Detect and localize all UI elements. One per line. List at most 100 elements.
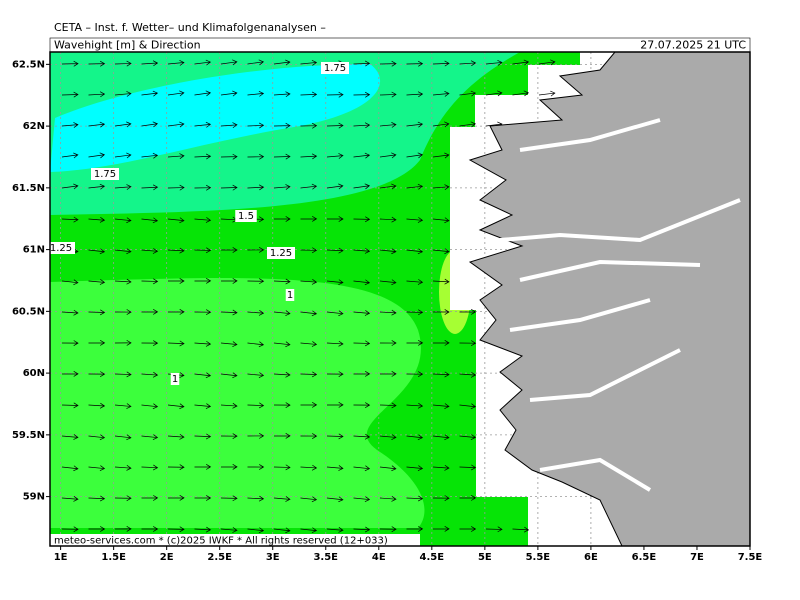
contour-label: 1.25	[270, 248, 292, 259]
arrow	[406, 402, 424, 409]
arrow	[406, 495, 424, 502]
arrow	[273, 122, 291, 129]
arrow	[379, 309, 397, 316]
contour-label: 1.25	[50, 243, 72, 254]
x-tick-label: 4E	[372, 552, 386, 563]
arrow	[88, 91, 106, 98]
arrow	[353, 279, 371, 286]
header-title: CETA – Inst. f. Wetter– und Klimafolgena…	[54, 21, 326, 34]
arrow	[141, 152, 159, 159]
arrow	[167, 464, 185, 471]
contour-label-bg	[50, 242, 75, 254]
arrow	[300, 402, 318, 408]
arrow	[114, 91, 132, 97]
arrow	[61, 60, 79, 67]
arrow	[353, 248, 371, 254]
arrow	[141, 248, 159, 254]
arrow	[512, 59, 530, 66]
arrow	[300, 341, 318, 347]
fjords	[499, 118, 741, 492]
arrow	[141, 526, 159, 532]
arrow	[61, 91, 79, 98]
arrow	[353, 496, 371, 503]
arrow	[432, 340, 450, 346]
arrow	[194, 121, 212, 128]
arrow	[247, 247, 265, 253]
arrow	[194, 340, 212, 347]
contour-label: 1	[172, 374, 178, 385]
arrow	[326, 183, 344, 190]
arrow	[167, 247, 185, 254]
x-tick-label: 3E	[266, 552, 280, 563]
arrow	[459, 403, 477, 410]
arrow	[432, 152, 450, 159]
arrow	[459, 309, 477, 315]
arrow	[459, 90, 477, 97]
arrow	[406, 526, 424, 532]
header-subtitle: Wavehight [m] & Direction	[54, 39, 201, 52]
y-tick-label: 60N	[23, 368, 45, 379]
arrow	[273, 184, 291, 190]
arrow	[432, 309, 450, 315]
arrow	[432, 121, 450, 128]
arrow	[459, 464, 477, 471]
arrow	[379, 279, 397, 286]
arrow	[88, 248, 106, 255]
arrow	[273, 91, 291, 98]
arrow	[88, 340, 106, 346]
arrow	[326, 279, 344, 286]
wave-band-max	[50, 64, 381, 172]
arrow	[167, 433, 185, 440]
arrow	[406, 217, 424, 223]
arrow	[247, 153, 265, 160]
arrow	[273, 216, 291, 222]
arrow	[432, 371, 450, 378]
arrow	[61, 216, 79, 223]
x-tick-label: 2E	[160, 552, 174, 563]
arrow	[167, 495, 185, 501]
footer: meteo-services.com * (c)2025 IWKF * All …	[54, 536, 388, 547]
arrow	[194, 526, 212, 533]
arrow	[88, 465, 106, 472]
arrow	[432, 184, 450, 190]
arrow	[459, 60, 477, 67]
arrow	[167, 278, 185, 284]
land	[468, 52, 750, 546]
arrow	[114, 403, 132, 409]
arrow	[273, 433, 291, 439]
arrow	[61, 183, 79, 190]
contour-labels: 1.75 1.75 1.5 1.25 1.25 1 1	[50, 62, 349, 385]
contour-label-bg	[235, 210, 257, 222]
arrow	[432, 278, 450, 285]
arrow	[247, 278, 265, 285]
arrow	[379, 371, 397, 377]
arrow	[379, 91, 397, 98]
arrow	[61, 496, 79, 502]
arrow	[114, 121, 132, 128]
arrow	[326, 496, 344, 503]
arrow	[220, 495, 238, 502]
arrow	[194, 495, 212, 501]
arrow	[406, 183, 424, 190]
arrow	[167, 526, 185, 533]
arrow	[432, 217, 450, 224]
arrow	[326, 371, 344, 377]
arrow	[61, 465, 79, 472]
arrow	[379, 434, 397, 440]
direction-arrows	[61, 59, 556, 534]
arrow	[247, 495, 265, 502]
arrow	[300, 216, 318, 222]
arrow	[406, 340, 424, 346]
arrow	[247, 184, 265, 191]
arrow	[220, 122, 238, 129]
arrow	[379, 402, 397, 409]
arrow	[88, 121, 106, 128]
arrow	[326, 153, 344, 159]
arrow	[88, 495, 106, 502]
arrow	[194, 247, 212, 254]
arrow	[114, 60, 132, 67]
arrow	[167, 340, 185, 347]
arrow	[220, 464, 238, 470]
arrow	[247, 464, 265, 470]
arrow	[247, 341, 265, 348]
